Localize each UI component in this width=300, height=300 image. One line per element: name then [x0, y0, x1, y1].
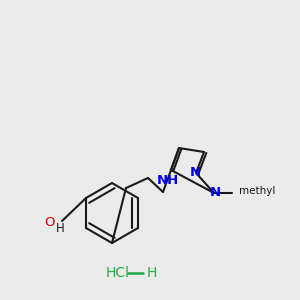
- Text: N: N: [209, 185, 220, 199]
- Text: N: N: [189, 166, 201, 178]
- Text: HCl: HCl: [106, 266, 130, 280]
- Text: methyl: methyl: [239, 186, 275, 196]
- Text: H: H: [56, 223, 64, 236]
- Text: O: O: [44, 217, 55, 230]
- Text: H: H: [147, 266, 157, 280]
- Text: NH: NH: [157, 175, 179, 188]
